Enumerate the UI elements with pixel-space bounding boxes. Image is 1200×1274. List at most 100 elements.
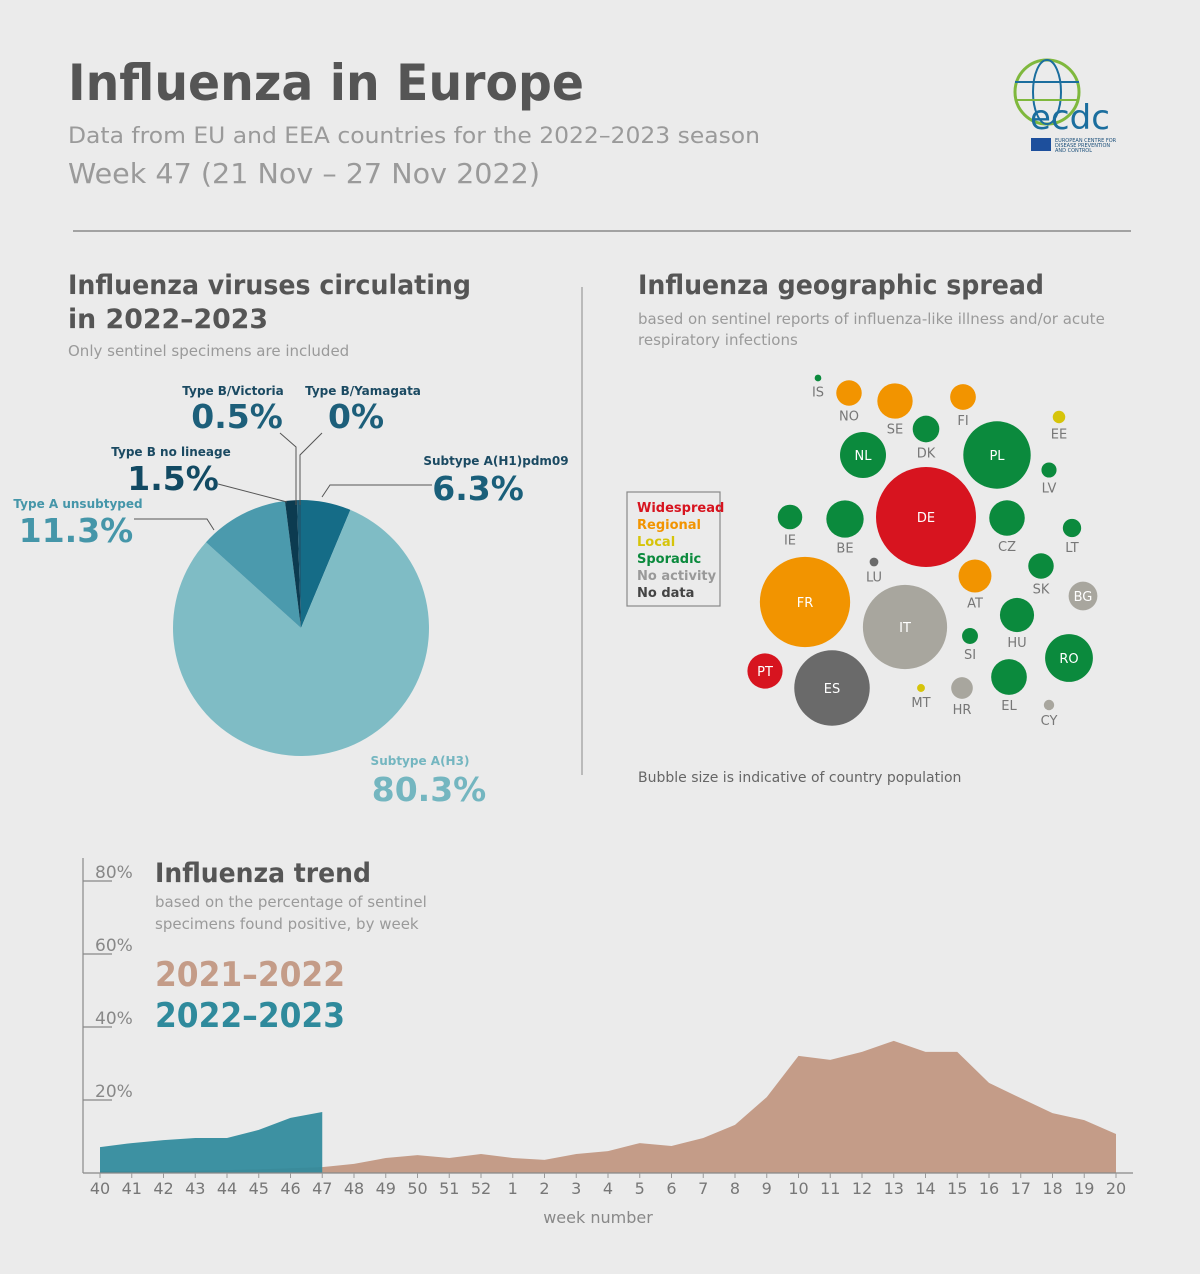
legend-label: 2022–2023 <box>155 996 345 1036</box>
slice-name: Type B/Victoria <box>182 384 283 398</box>
x-tick-label: 16 <box>979 1179 999 1198</box>
country-bubble <box>950 384 976 410</box>
bubble-note: Bubble size is indicative of country pop… <box>638 770 961 786</box>
pie-slice <box>296 500 301 628</box>
x-tick-label: 8 <box>730 1179 740 1198</box>
page-title: Influenza in Europe <box>68 54 584 112</box>
x-tick-label: 43 <box>185 1179 205 1198</box>
logo-full-name: EUROPEAN CENTRE FOR <box>1055 138 1117 144</box>
pie-slice <box>173 509 429 756</box>
country-label: BE <box>836 542 853 557</box>
country-label: EL <box>1001 699 1017 714</box>
country-bubble <box>747 653 783 689</box>
country-label: PT <box>757 665 773 680</box>
country-label: HU <box>1007 636 1026 651</box>
country-bubble <box>1043 699 1055 711</box>
y-tick-label: 40% <box>95 1009 133 1029</box>
x-tick-label: 10 <box>788 1179 808 1198</box>
country-label: DE <box>917 511 935 526</box>
country-label: NL <box>855 449 873 464</box>
legend-label: No data <box>637 586 694 601</box>
eu-flag <box>1031 138 1051 151</box>
legend-label: 2021–2022 <box>155 955 345 995</box>
section-subtitle: respiratory infections <box>638 331 798 349</box>
x-tick-label: 3 <box>571 1179 581 1198</box>
logo: ecdc EUROPEAN CENTRE FOR DISEASE PREVENT… <box>1013 58 1117 154</box>
country-bubble <box>951 677 973 699</box>
slice-name: Subtype A(H1)pdm09 <box>423 454 568 468</box>
country-bubble <box>912 415 940 443</box>
x-tick-label: 7 <box>698 1179 708 1198</box>
country-bubble <box>1028 553 1054 579</box>
x-tick-label: 20 <box>1106 1179 1126 1198</box>
x-tick-label: 19 <box>1074 1179 1094 1198</box>
legend-label: No activity <box>637 569 717 584</box>
x-tick-label: 6 <box>666 1179 676 1198</box>
area <box>100 1112 323 1173</box>
x-tick-label: 11 <box>820 1179 840 1198</box>
x-tick-label: 17 <box>1011 1179 1031 1198</box>
country-bubble <box>877 383 913 419</box>
country-label: LT <box>1065 541 1078 556</box>
leader-line <box>134 518 215 531</box>
country-bubble <box>836 380 862 406</box>
legend-label: Local <box>637 535 675 550</box>
country-label: SK <box>1033 583 1050 598</box>
logo-name: ecdc <box>1030 98 1110 138</box>
week-label: Week 47 (21 Nov – 27 Nov 2022) <box>68 157 540 190</box>
pie-slice <box>301 500 351 628</box>
x-tick-label: 18 <box>1042 1179 1062 1198</box>
country-label: RO <box>1059 652 1078 667</box>
country-bubble <box>777 504 803 530</box>
x-tick-label: 13 <box>884 1179 904 1198</box>
country-label: IE <box>784 533 796 548</box>
country-label: BG <box>1074 590 1093 605</box>
section-title: Influenza viruses circulating <box>68 270 471 301</box>
y-tick-label: 60% <box>95 936 133 956</box>
section-title: in 2022–2023 <box>68 304 268 335</box>
x-tick-label: 15 <box>947 1179 967 1198</box>
x-tick-label: 9 <box>762 1179 772 1198</box>
country-bubble <box>1062 518 1082 538</box>
country-bubble <box>1052 410 1066 424</box>
logo-meridian <box>1032 59 1062 125</box>
slice-value-label: 0.5% <box>191 397 283 436</box>
x-tick-label: 5 <box>635 1179 645 1198</box>
slice-value-label: 0% <box>328 397 384 436</box>
country-label: EE <box>1051 427 1067 442</box>
country-bubble <box>814 374 822 382</box>
country-bubble <box>759 556 851 648</box>
country-bubble <box>958 559 992 593</box>
slice-name: Type B/Yamagata <box>305 384 421 398</box>
x-tick-label: 44 <box>217 1179 237 1198</box>
section-subtitle: based on sentinel reports of influenza-l… <box>638 310 1105 328</box>
country-bubble <box>876 467 976 567</box>
country-label: IT <box>899 621 911 636</box>
country-label: FR <box>797 596 814 611</box>
country-label: LV <box>1042 482 1057 497</box>
country-bubble <box>991 659 1027 695</box>
x-tick-label: 52 <box>471 1179 491 1198</box>
slice-value-label: 11.3% <box>19 511 134 550</box>
x-tick-label: 46 <box>280 1179 300 1198</box>
slice-name: Type B no lineage <box>111 445 231 459</box>
leader-line <box>217 483 288 503</box>
country-bubble <box>862 584 948 670</box>
country-label: SI <box>964 648 976 663</box>
leader-line <box>321 484 432 498</box>
section-title: Influenza trend <box>155 858 371 889</box>
country-label: NO <box>839 410 859 425</box>
slice-name: Subtype A(H3) <box>371 754 470 768</box>
country-label: MT <box>911 696 930 711</box>
country-label: CY <box>1041 714 1058 729</box>
country-label: IS <box>812 385 824 400</box>
area <box>100 1040 1116 1173</box>
leader-line <box>279 432 297 505</box>
country-label: LU <box>866 570 882 585</box>
country-bubble <box>962 628 978 644</box>
country-bubble <box>869 557 879 567</box>
country-label: AT <box>967 596 983 611</box>
section-subtitle: specimens found positive, by week <box>155 915 419 933</box>
country-label: PL <box>989 449 1005 464</box>
x-tick-label: 40 <box>90 1179 110 1198</box>
